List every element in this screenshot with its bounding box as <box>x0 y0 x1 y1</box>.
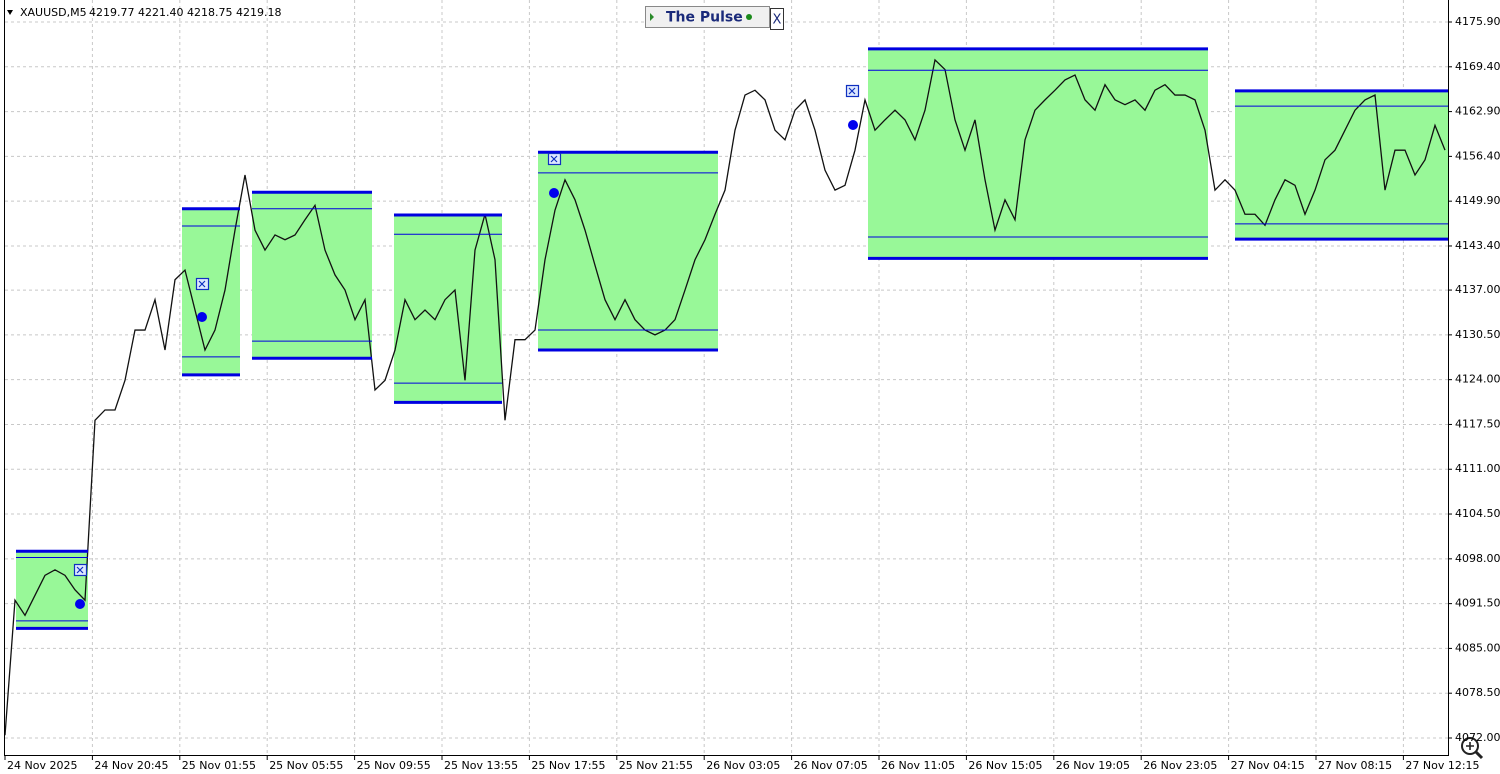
close-button[interactable] <box>770 8 784 30</box>
time-label: 27 Nov 08:15 <box>1318 759 1392 772</box>
range-box <box>868 48 1208 259</box>
range-box <box>538 152 718 351</box>
range-box <box>394 214 502 403</box>
price-label: 4149.90 <box>1455 194 1500 207</box>
panel-title: The Pulse <box>666 10 743 26</box>
close-label[interactable]: X <box>773 13 782 28</box>
time-label: 26 Nov 11:05 <box>881 759 955 772</box>
markers <box>73 84 860 609</box>
symbol: XAUUSD,M5 <box>20 6 87 19</box>
price-line <box>4 58 1446 736</box>
price-label: 4137.00 <box>1455 283 1500 296</box>
signal-dot <box>75 599 85 609</box>
range-box <box>182 208 240 375</box>
time-label: 25 Nov 05:55 <box>269 759 343 772</box>
price-label: 4169.40 <box>1455 60 1500 73</box>
range-box <box>16 551 88 629</box>
signal-dot <box>549 188 559 198</box>
time-label: 25 Nov 13:55 <box>444 759 518 772</box>
time-label: 27 Nov 04:15 <box>1231 759 1305 772</box>
price-label: 4130.50 <box>1455 328 1500 341</box>
price-label: 4143.40 <box>1455 239 1500 252</box>
pulse-panel[interactable] <box>645 6 770 28</box>
price-label: 4098.00 <box>1455 552 1500 565</box>
time-label: 27 Nov 12:15 <box>1405 759 1479 772</box>
price-label: 4162.90 <box>1455 105 1500 118</box>
price-label: 4124.00 <box>1455 373 1500 386</box>
time-label: 26 Nov 23:05 <box>1143 759 1217 772</box>
zoom-icon[interactable] <box>1461 737 1484 760</box>
price-label: 4175.90 <box>1455 15 1500 28</box>
time-label: 26 Nov 03:05 <box>706 759 780 772</box>
time-label: 24 Nov 20:45 <box>94 759 168 772</box>
time-label: 25 Nov 09:55 <box>357 759 431 772</box>
price-label: 4072.00 <box>1455 731 1500 744</box>
range-box <box>1235 90 1448 240</box>
range-box <box>252 192 372 359</box>
price-label: 4104.50 <box>1455 507 1500 520</box>
time-label: 26 Nov 15:05 <box>968 759 1042 772</box>
time-label: 25 Nov 17:55 <box>531 759 605 772</box>
price-label: 4111.00 <box>1455 462 1500 475</box>
time-label: 26 Nov 07:05 <box>794 759 868 772</box>
time-label: 25 Nov 01:55 <box>182 759 256 772</box>
signal-dot <box>848 120 858 130</box>
price-label: 4085.00 <box>1455 641 1500 654</box>
time-label: 24 Nov 2025 <box>7 759 77 772</box>
price-label: 4156.40 <box>1455 149 1500 162</box>
price-label: 4117.50 <box>1455 417 1500 430</box>
expand-arrow[interactable] <box>650 13 654 21</box>
time-label: 25 Nov 21:55 <box>619 759 693 772</box>
signal-icon-cross <box>76 87 856 574</box>
time-label: 26 Nov 19:05 <box>1056 759 1130 772</box>
symbol-menu[interactable] <box>7 10 13 15</box>
price-label: 4078.50 <box>1455 686 1500 699</box>
signal-dot <box>197 312 207 322</box>
price-label: 4091.50 <box>1455 597 1500 610</box>
plot <box>4 0 1448 755</box>
status-dot <box>746 14 752 20</box>
quote: 4219.77 4221.40 4218.75 4219.18 <box>89 6 281 19</box>
